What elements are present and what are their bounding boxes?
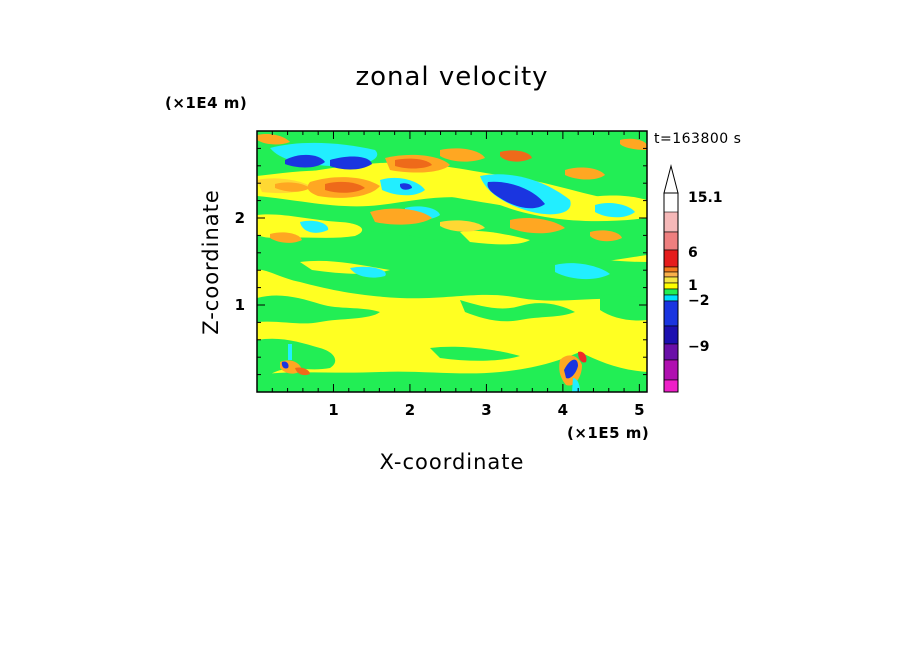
colorbar-segment: [663, 288, 679, 296]
colorbar-arrow: [663, 164, 679, 194]
timestamp-label: t=163800 s: [654, 131, 741, 147]
y-tick-label: 2: [235, 209, 245, 227]
colorbar-segment: [663, 325, 679, 345]
y-tick-label: 1: [235, 296, 245, 314]
y-axis-label: Z-coordinate: [199, 189, 223, 335]
colorbar-segment: [663, 271, 679, 278]
colorbar-segment: [663, 282, 679, 290]
colorbar-label: 1: [688, 278, 698, 294]
x-axis-unit: (×1E5 m): [567, 424, 649, 442]
plot-frame: [256, 130, 648, 393]
colorbar-segment: [663, 231, 679, 251]
colorbar-segment: [663, 211, 679, 233]
colorbar-label: 15.1: [688, 190, 723, 206]
colorbar: 15.1 6 1−2 −9: [663, 164, 723, 393]
x-tick-label: 4: [558, 401, 568, 419]
colorbar-label: −2: [688, 293, 709, 309]
x-tick-label: 1: [328, 401, 338, 419]
colorbar-segment: [663, 276, 679, 284]
x-tick-label: 2: [405, 401, 415, 419]
y-axis-unit: (×1E4 m): [165, 94, 247, 112]
chart-title: zonal velocity: [355, 62, 548, 92]
colorbar-label: 6: [688, 245, 698, 261]
x-axis-label: X-coordinate: [380, 450, 525, 474]
contour-field: [257, 131, 647, 392]
colorbar-segment: [663, 266, 679, 273]
colorbar-segment: [663, 300, 679, 327]
colorbar-segment: [663, 379, 679, 393]
colorbar-segment: [663, 249, 679, 268]
colorbar-label: −9: [688, 339, 709, 355]
y-axis-ticks: 12: [235, 147, 647, 376]
colorbar-segment: [663, 294, 679, 302]
colorbar-frame: [663, 192, 679, 393]
x-tick-label: 5: [634, 401, 644, 419]
colorbar-segment: [663, 343, 679, 361]
x-axis-ticks: 1 2 3 4 5: [271, 131, 645, 419]
x-tick-label: 3: [481, 401, 491, 419]
colorbar-segment: [663, 359, 679, 381]
